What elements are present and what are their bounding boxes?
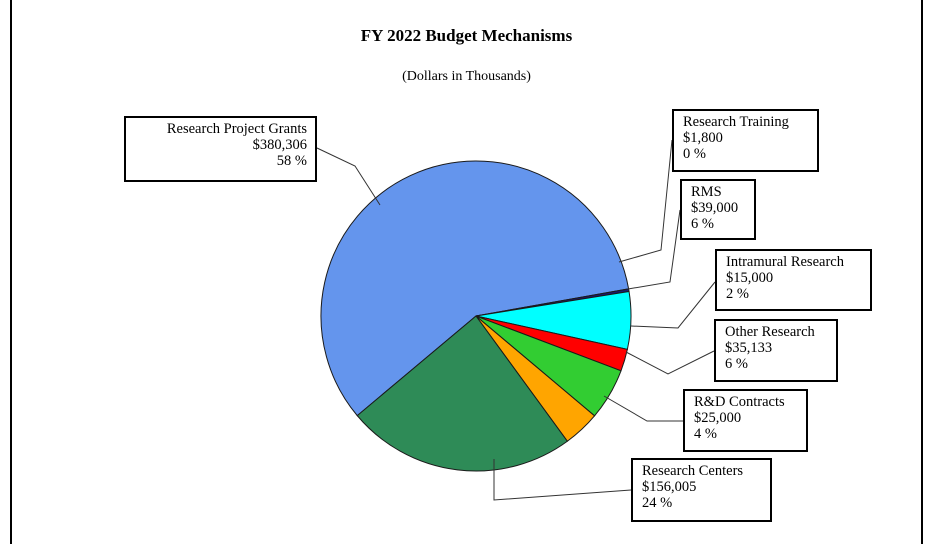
label-intramural-research: Intramural Research $15,000 2 % xyxy=(715,249,872,311)
label-name: Other Research xyxy=(725,324,815,340)
label-name: R&D Contracts xyxy=(694,394,785,410)
label-percent: 24 % xyxy=(642,495,673,511)
leader-line-intramural-research xyxy=(630,281,716,329)
label-name: Research Project Grants xyxy=(166,121,307,137)
label-value: $1,800 xyxy=(683,130,723,146)
leader-line-research-centers xyxy=(493,459,632,501)
label-rd-contracts: R&D Contracts $25,000 4 % xyxy=(683,389,808,452)
label-research-centers: Research Centers $156,005 24 % xyxy=(631,458,772,522)
label-value: $39,000 xyxy=(691,200,739,216)
chart-subtitle: (Dollars in Thousands) xyxy=(402,69,531,84)
label-value: $35,133 xyxy=(725,340,773,356)
chart-frame xyxy=(10,0,923,544)
label-other-research: Other Research $35,133 6 % xyxy=(714,319,838,382)
label-name: RMS xyxy=(691,184,722,200)
label-name: Research Centers xyxy=(642,463,744,479)
label-percent: 4 % xyxy=(694,426,717,442)
label-research-training: Research Training $1,800 0 % xyxy=(672,109,819,172)
leader-line-other-research xyxy=(625,350,715,375)
label-percent: 58 % xyxy=(276,153,307,169)
leader-line-research-training xyxy=(618,139,673,263)
label-rms: RMS $39,000 6 % xyxy=(680,179,756,240)
label-name: Intramural Research xyxy=(726,254,844,270)
label-percent: 2 % xyxy=(726,286,749,302)
label-value: $156,005 xyxy=(642,479,697,495)
pie-slice-research-centers xyxy=(356,315,569,472)
label-research-project-grants: Research Project Grants $380,306 58 % xyxy=(124,116,317,182)
label-percent: 6 % xyxy=(725,356,748,372)
leader-line-research-project-grants xyxy=(316,147,381,206)
label-value: $15,000 xyxy=(726,270,774,286)
label-value: $380,306 xyxy=(252,137,307,153)
leader-line-rms xyxy=(627,209,681,290)
pie-slice-research-project-grants xyxy=(320,160,630,417)
leader-line-r-d-contracts xyxy=(603,395,683,422)
label-name: Research Training xyxy=(683,114,789,130)
chart-title: FY 2022 Budget Mechanisms xyxy=(360,26,573,45)
label-percent: 0 % xyxy=(683,146,706,162)
label-value: $25,000 xyxy=(694,410,742,426)
label-percent: 6 % xyxy=(691,216,714,232)
